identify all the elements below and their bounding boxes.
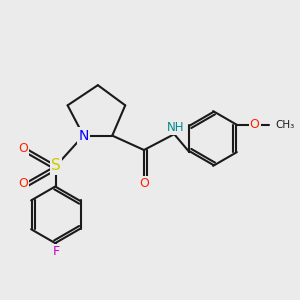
Text: NH: NH xyxy=(167,121,184,134)
Text: O: O xyxy=(18,142,28,155)
Text: N: N xyxy=(78,129,88,142)
Text: F: F xyxy=(52,245,60,258)
Text: O: O xyxy=(139,177,149,190)
Text: O: O xyxy=(250,118,260,131)
Text: CH₃: CH₃ xyxy=(276,120,295,130)
Text: S: S xyxy=(51,158,61,173)
Text: O: O xyxy=(18,177,28,190)
